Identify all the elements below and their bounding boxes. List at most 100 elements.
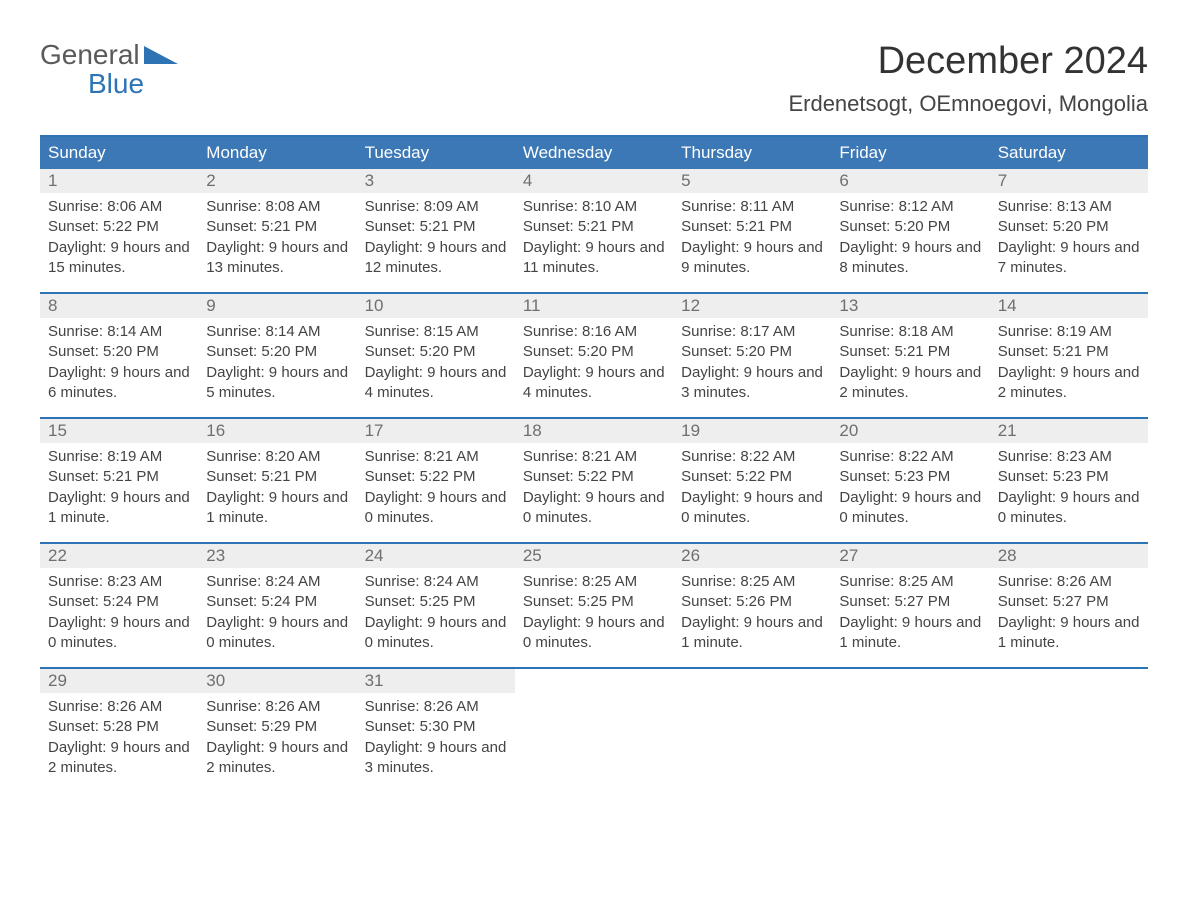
day-header: Sunday	[40, 137, 198, 169]
day-number: 27	[831, 544, 989, 568]
sunrise-line: Sunrise: 8:26 AM	[365, 697, 507, 717]
daylight-line: Daylight: 9 hours and 1 minute.	[998, 613, 1140, 654]
sunset-line: Sunset: 5:27 PM	[839, 592, 981, 612]
daylight-line: Daylight: 9 hours and 12 minutes.	[365, 238, 507, 279]
sunset-line: Sunset: 5:23 PM	[998, 467, 1140, 487]
calendar-cell: 3Sunrise: 8:09 AMSunset: 5:21 PMDaylight…	[357, 169, 515, 292]
day-number: 28	[990, 544, 1148, 568]
calendar-cell-empty	[673, 669, 831, 792]
day-number: 13	[831, 294, 989, 318]
sunset-line: Sunset: 5:22 PM	[681, 467, 823, 487]
calendar-cell: 19Sunrise: 8:22 AMSunset: 5:22 PMDayligh…	[673, 419, 831, 542]
day-header: Thursday	[673, 137, 831, 169]
sunrise-line: Sunrise: 8:06 AM	[48, 197, 190, 217]
sunrise-line: Sunrise: 8:18 AM	[839, 322, 981, 342]
sunset-line: Sunset: 5:26 PM	[681, 592, 823, 612]
daylight-line: Daylight: 9 hours and 0 minutes.	[365, 488, 507, 529]
month-title: December 2024	[788, 40, 1148, 83]
day-details: Sunrise: 8:13 AMSunset: 5:20 PMDaylight:…	[990, 193, 1148, 292]
daylight-line: Daylight: 9 hours and 11 minutes.	[523, 238, 665, 279]
day-number: 29	[40, 669, 198, 693]
day-number: 18	[515, 419, 673, 443]
day-details: Sunrise: 8:19 AMSunset: 5:21 PMDaylight:…	[40, 443, 198, 542]
sunrise-line: Sunrise: 8:19 AM	[48, 447, 190, 467]
day-header: Friday	[831, 137, 989, 169]
daylight-line: Daylight: 9 hours and 3 minutes.	[365, 738, 507, 779]
daylight-line: Daylight: 9 hours and 1 minute.	[839, 613, 981, 654]
calendar-week: 22Sunrise: 8:23 AMSunset: 5:24 PMDayligh…	[40, 542, 1148, 667]
calendar-cell: 15Sunrise: 8:19 AMSunset: 5:21 PMDayligh…	[40, 419, 198, 542]
sunset-line: Sunset: 5:21 PM	[365, 217, 507, 237]
sunrise-line: Sunrise: 8:22 AM	[681, 447, 823, 467]
sunset-line: Sunset: 5:21 PM	[48, 467, 190, 487]
day-details: Sunrise: 8:26 AMSunset: 5:30 PMDaylight:…	[357, 693, 515, 792]
sunset-line: Sunset: 5:21 PM	[839, 342, 981, 362]
sunrise-line: Sunrise: 8:10 AM	[523, 197, 665, 217]
daylight-line: Daylight: 9 hours and 15 minutes.	[48, 238, 190, 279]
daylight-line: Daylight: 9 hours and 0 minutes.	[839, 488, 981, 529]
day-number: 12	[673, 294, 831, 318]
daylight-line: Daylight: 9 hours and 6 minutes.	[48, 363, 190, 404]
calendar-cell: 21Sunrise: 8:23 AMSunset: 5:23 PMDayligh…	[990, 419, 1148, 542]
sunrise-line: Sunrise: 8:14 AM	[206, 322, 348, 342]
day-details: Sunrise: 8:26 AMSunset: 5:28 PMDaylight:…	[40, 693, 198, 792]
calendar-cell: 31Sunrise: 8:26 AMSunset: 5:30 PMDayligh…	[357, 669, 515, 792]
day-details: Sunrise: 8:09 AMSunset: 5:21 PMDaylight:…	[357, 193, 515, 292]
daylight-line: Daylight: 9 hours and 9 minutes.	[681, 238, 823, 279]
daylight-line: Daylight: 9 hours and 8 minutes.	[839, 238, 981, 279]
sunrise-line: Sunrise: 8:26 AM	[206, 697, 348, 717]
sunset-line: Sunset: 5:30 PM	[365, 717, 507, 737]
day-details: Sunrise: 8:16 AMSunset: 5:20 PMDaylight:…	[515, 318, 673, 417]
daylight-line: Daylight: 9 hours and 1 minute.	[48, 488, 190, 529]
day-details: Sunrise: 8:26 AMSunset: 5:27 PMDaylight:…	[990, 568, 1148, 667]
day-details: Sunrise: 8:10 AMSunset: 5:21 PMDaylight:…	[515, 193, 673, 292]
day-number: 10	[357, 294, 515, 318]
title-block: December 2024 Erdenetsogt, OEmnoegovi, M…	[788, 40, 1148, 117]
sunset-line: Sunset: 5:25 PM	[523, 592, 665, 612]
calendar-cell: 11Sunrise: 8:16 AMSunset: 5:20 PMDayligh…	[515, 294, 673, 417]
day-number: 4	[515, 169, 673, 193]
sunrise-line: Sunrise: 8:12 AM	[839, 197, 981, 217]
sunrise-line: Sunrise: 8:26 AM	[998, 572, 1140, 592]
day-details: Sunrise: 8:23 AMSunset: 5:24 PMDaylight:…	[40, 568, 198, 667]
daylight-line: Daylight: 9 hours and 1 minute.	[206, 488, 348, 529]
calendar-cell: 1Sunrise: 8:06 AMSunset: 5:22 PMDaylight…	[40, 169, 198, 292]
calendar-cell: 8Sunrise: 8:14 AMSunset: 5:20 PMDaylight…	[40, 294, 198, 417]
day-details: Sunrise: 8:17 AMSunset: 5:20 PMDaylight:…	[673, 318, 831, 417]
day-number: 16	[198, 419, 356, 443]
sunrise-line: Sunrise: 8:25 AM	[839, 572, 981, 592]
day-number: 15	[40, 419, 198, 443]
calendar-cell: 20Sunrise: 8:22 AMSunset: 5:23 PMDayligh…	[831, 419, 989, 542]
sunrise-line: Sunrise: 8:15 AM	[365, 322, 507, 342]
daylight-line: Daylight: 9 hours and 0 minutes.	[48, 613, 190, 654]
sunset-line: Sunset: 5:25 PM	[365, 592, 507, 612]
calendar-week: 8Sunrise: 8:14 AMSunset: 5:20 PMDaylight…	[40, 292, 1148, 417]
sunset-line: Sunset: 5:22 PM	[523, 467, 665, 487]
sunrise-line: Sunrise: 8:19 AM	[998, 322, 1140, 342]
day-details: Sunrise: 8:26 AMSunset: 5:29 PMDaylight:…	[198, 693, 356, 792]
brand-line1: General	[40, 40, 140, 69]
sunrise-line: Sunrise: 8:11 AM	[681, 197, 823, 217]
calendar-cell: 22Sunrise: 8:23 AMSunset: 5:24 PMDayligh…	[40, 544, 198, 667]
sunset-line: Sunset: 5:21 PM	[206, 467, 348, 487]
day-header: Monday	[198, 137, 356, 169]
day-number: 1	[40, 169, 198, 193]
daylight-line: Daylight: 9 hours and 2 minutes.	[48, 738, 190, 779]
calendar-cell: 10Sunrise: 8:15 AMSunset: 5:20 PMDayligh…	[357, 294, 515, 417]
sunset-line: Sunset: 5:20 PM	[365, 342, 507, 362]
sunset-line: Sunset: 5:20 PM	[998, 217, 1140, 237]
day-details: Sunrise: 8:19 AMSunset: 5:21 PMDaylight:…	[990, 318, 1148, 417]
sunset-line: Sunset: 5:24 PM	[48, 592, 190, 612]
daylight-line: Daylight: 9 hours and 0 minutes.	[998, 488, 1140, 529]
day-details: Sunrise: 8:21 AMSunset: 5:22 PMDaylight:…	[515, 443, 673, 542]
calendar-cell: 30Sunrise: 8:26 AMSunset: 5:29 PMDayligh…	[198, 669, 356, 792]
sunset-line: Sunset: 5:20 PM	[523, 342, 665, 362]
calendar-cell: 29Sunrise: 8:26 AMSunset: 5:28 PMDayligh…	[40, 669, 198, 792]
calendar-cell-empty	[515, 669, 673, 792]
calendar-cell: 18Sunrise: 8:21 AMSunset: 5:22 PMDayligh…	[515, 419, 673, 542]
daylight-line: Daylight: 9 hours and 0 minutes.	[365, 613, 507, 654]
day-number: 11	[515, 294, 673, 318]
sunrise-line: Sunrise: 8:17 AM	[681, 322, 823, 342]
daylight-line: Daylight: 9 hours and 0 minutes.	[523, 613, 665, 654]
sunrise-line: Sunrise: 8:24 AM	[365, 572, 507, 592]
